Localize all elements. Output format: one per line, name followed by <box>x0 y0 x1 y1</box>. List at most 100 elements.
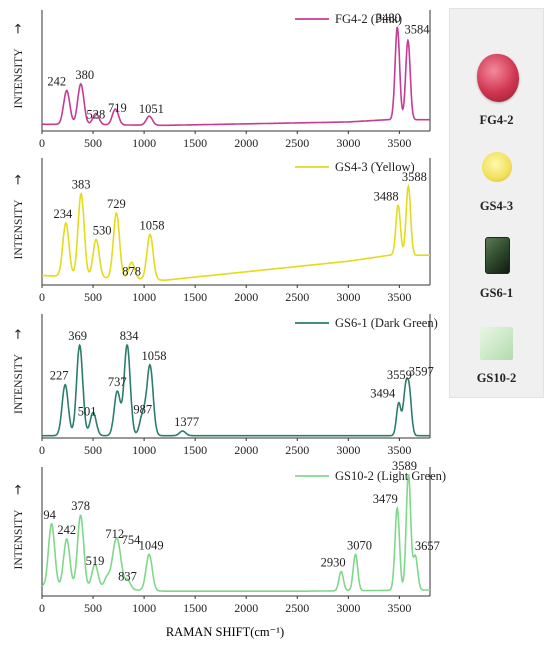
x-tick-label: 1000 <box>132 601 156 615</box>
peak-label: 501 <box>78 404 97 418</box>
peak-label: 242 <box>57 523 76 537</box>
gem-pink-oval-image <box>477 54 519 102</box>
peak-label: 737 <box>108 375 127 389</box>
peak-label: 3584 <box>404 23 430 37</box>
y-axis-title: INTENSITY <box>13 199 25 260</box>
x-tick-label: 500 <box>84 601 102 615</box>
legend-label: GS4-3 (Yellow) <box>335 160 415 174</box>
x-tick-label: 3000 <box>336 443 360 457</box>
peak-label: 719 <box>108 101 127 115</box>
x-tick-label: 1500 <box>183 443 207 457</box>
peak-label: 3597 <box>409 365 434 379</box>
legend-label: GS6-1 (Dark Green) <box>335 316 438 330</box>
peak-label: 712 <box>105 527 124 541</box>
peak-label: 2930 <box>321 555 346 569</box>
x-tick-label: 3500 <box>387 136 411 150</box>
peak-label: 878 <box>122 264 141 278</box>
peak-label: 378 <box>71 499 90 513</box>
x-tick-label: 1500 <box>183 290 207 304</box>
gem-lightgreen-square-image <box>480 327 513 360</box>
peak-label: 1058 <box>140 218 165 232</box>
peak-label: 380 <box>75 68 94 82</box>
peak-label: 834 <box>120 329 140 343</box>
peak-label: 3588 <box>402 170 427 184</box>
x-tick-label: 2500 <box>285 290 309 304</box>
peak-label: 528 <box>87 107 106 121</box>
peak-label: 383 <box>72 178 91 192</box>
x-tick-label: 1500 <box>183 136 207 150</box>
x-tick-label: 1000 <box>132 290 156 304</box>
x-tick-label: 500 <box>84 290 102 304</box>
peak-label: 242 <box>47 75 66 89</box>
peak-label: 3479 <box>373 492 398 506</box>
spectrum-panel-3: 0 500 1000 1500 2000 2500 3000 3500 INTENSITY → 22… <box>11 314 438 457</box>
spectra-panels: 0 500 1000 1500 2000 2500 3000 3500 INTENSITY → 24… <box>11 10 446 615</box>
peak-label: 729 <box>107 197 126 211</box>
spectrum-line <box>42 343 430 437</box>
peak-label: 754 <box>122 533 142 547</box>
x-tick-label: 0 <box>39 136 45 150</box>
x-tick-label: 0 <box>39 290 45 304</box>
x-tick-label: 2000 <box>234 290 258 304</box>
x-tick-label: 0 <box>39 601 45 615</box>
y-axis-arrow: → <box>11 484 26 495</box>
x-tick-label: 500 <box>84 443 102 457</box>
x-tick-label: 3500 <box>387 443 411 457</box>
peak-label: 3589 <box>392 459 417 473</box>
peak-label: 1049 <box>139 538 164 552</box>
peak-label: 369 <box>68 329 87 343</box>
x-tick-label: 2500 <box>285 601 309 615</box>
peak-label: 234 <box>54 207 74 221</box>
gem-label-3: GS6-1 <box>479 286 514 300</box>
spectrum-line <box>42 183 430 282</box>
x-tick-label: 3500 <box>387 601 411 615</box>
gem-darkgreen-emerald-image <box>485 237 510 274</box>
x-tick-label: 2000 <box>234 136 258 150</box>
legend-label: GS10-2 (Light Green) <box>335 469 446 483</box>
gem-label-1: FG4-2 <box>479 113 514 127</box>
spectrum-panel-2: 0 500 1000 1500 2000 2500 3000 3500 INTENSITY → 23… <box>11 158 431 304</box>
peak-label: 3559 <box>387 368 412 382</box>
peak-label: 3657 <box>415 539 440 553</box>
peak-label: 227 <box>50 369 69 383</box>
x-axis-title: RAMAN SHIFT(cm⁻¹) <box>166 625 284 639</box>
x-tick-label: 2000 <box>234 443 258 457</box>
x-tick-label: 500 <box>84 136 102 150</box>
gem-yellow-round-image <box>482 152 512 182</box>
x-tick-label: 1000 <box>132 443 156 457</box>
peak-label: 3494 <box>370 387 396 401</box>
y-axis-arrow: → <box>11 328 26 339</box>
x-tick-label: 0 <box>39 443 45 457</box>
x-tick-label: 1500 <box>183 601 207 615</box>
peak-label: 94 <box>43 508 56 522</box>
y-axis-title: INTENSITY <box>13 48 25 109</box>
x-tick-label: 3000 <box>336 601 360 615</box>
gem-photo-panel: FG4-2 GS4-3 GS6-1 GS10-2 <box>449 8 544 398</box>
x-tick-label: 3500 <box>387 290 411 304</box>
gem-label-4: GS10-2 <box>476 371 517 385</box>
peak-label: 1051 <box>139 102 164 116</box>
gem-label-2: GS4-3 <box>479 199 514 213</box>
x-tick-label: 2500 <box>285 136 309 150</box>
peak-label: 519 <box>86 554 105 568</box>
peak-label: 837 <box>118 569 137 583</box>
x-tick-label: 2000 <box>234 601 258 615</box>
peak-label: 3488 <box>374 189 399 203</box>
legend-label: FG4-2 (Pink) <box>335 12 402 26</box>
peak-label: 1058 <box>142 349 167 363</box>
y-axis-title: INTENSITY <box>13 509 25 570</box>
x-tick-label: 1000 <box>132 136 156 150</box>
spectrum-panel-1: 0 500 1000 1500 2000 2500 3000 3500 INTENSITY → 24… <box>11 10 431 150</box>
y-axis-arrow: → <box>11 174 26 185</box>
y-axis-title: INTENSITY <box>13 353 25 414</box>
peak-label: 987 <box>133 403 152 417</box>
spectrum-line <box>42 26 430 127</box>
x-tick-label: 3000 <box>336 290 360 304</box>
peak-label: 3070 <box>347 538 372 552</box>
peak-label: 3480 <box>376 11 401 25</box>
peak-label: 530 <box>93 224 112 238</box>
x-tick-label: 2500 <box>285 443 309 457</box>
spectrum-panel-4: 0 500 1000 1500 2000 2500 3000 3500 INTENSITY → 94… <box>11 459 446 615</box>
x-tick-label: 3000 <box>336 136 360 150</box>
